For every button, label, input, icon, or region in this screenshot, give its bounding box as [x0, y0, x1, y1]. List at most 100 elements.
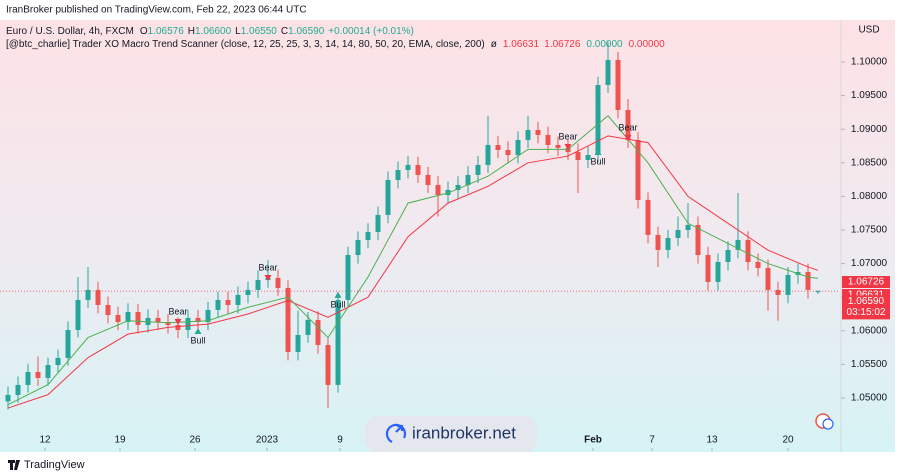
candle-body [545, 134, 551, 145]
price-badge-label: 1.06726 [848, 277, 885, 288]
flag-icon [822, 418, 834, 430]
candle-body [335, 299, 341, 385]
candle-body [515, 139, 521, 156]
indicator-name: [@btc_charlie] Trader XO Macro Trend Sca… [6, 39, 485, 50]
x-tick-label: 26 [189, 435, 201, 446]
candle-body [785, 274, 791, 295]
ohlc-value: 1.06590 [288, 26, 325, 37]
signal-arrow [264, 274, 272, 281]
y-unit: USD [858, 25, 879, 36]
candle-body [585, 155, 591, 160]
trend-line [7, 135, 819, 409]
candle-body [175, 324, 181, 330]
candle-body [15, 384, 21, 395]
ohlc-label: H [188, 26, 195, 37]
countdown: 03:15:02 [847, 307, 886, 318]
candle-body [805, 271, 811, 290]
candle-body [95, 289, 101, 305]
x-tick-label: 9 [337, 435, 343, 446]
change: +0.00014 (+0.01%) [328, 26, 414, 37]
ohlc-value: 1.06550 [241, 26, 278, 37]
x-tick-label: 12 [39, 435, 51, 446]
y-tick-label: 1.07000 [851, 258, 888, 269]
candle-body [225, 299, 231, 305]
candle-body [485, 144, 491, 165]
y-tick-label: 1.05000 [851, 393, 888, 404]
candle-body [55, 357, 61, 365]
candle-body [415, 164, 421, 175]
ohlc-value: 1.06600 [195, 26, 232, 37]
candle-body [475, 164, 481, 175]
candle-body [375, 214, 381, 232]
y-tick-label: 1.07500 [851, 225, 888, 236]
signal-label: Bear [618, 122, 637, 132]
symbol-title: Euro / U.S. Dollar, 4h, FXCM [6, 26, 134, 37]
candle-body [5, 394, 11, 402]
price-badge-label: 1.06590 [848, 296, 885, 307]
candle-body [115, 314, 121, 322]
x-tick-label: 2023 [256, 435, 279, 446]
x-tick-label: 7 [649, 435, 655, 446]
candle-body [325, 344, 331, 385]
y-tick-label: 1.09500 [851, 90, 888, 101]
footer: TradingView [24, 459, 85, 471]
x-tick-label: 20 [782, 435, 794, 446]
y-tick-label: 1.09000 [851, 124, 888, 135]
candle-body [495, 144, 501, 150]
signal-label: Bull [590, 156, 605, 166]
watermark-icon [385, 423, 407, 443]
header-bar [0, 0, 900, 20]
ohlc-label: O [140, 26, 148, 37]
y-tick-label: 1.06000 [851, 325, 888, 336]
candle-body [255, 279, 261, 290]
ohlc-label: L [235, 26, 241, 37]
candle-body [625, 109, 631, 140]
candle-body [185, 317, 191, 330]
candle-body [425, 174, 431, 185]
candle-body [645, 199, 651, 235]
candle-body [35, 371, 41, 378]
y-tick-label: 1.08000 [851, 191, 888, 202]
candle-body [555, 144, 561, 148]
x-tick-label: Feb [584, 435, 602, 446]
candle-body [575, 151, 581, 160]
candle-body [205, 309, 211, 322]
candle-body [615, 59, 621, 110]
candle-body [735, 239, 741, 250]
candle-body [85, 289, 91, 300]
candle-body [75, 299, 81, 330]
candle-body [285, 287, 291, 352]
x-tick-label: 19 [114, 435, 126, 446]
candle-body [305, 319, 311, 335]
candle-body [725, 249, 731, 262]
candle-body [465, 174, 471, 185]
indicator-value: 1.06726 [544, 39, 581, 50]
candle-body [315, 319, 321, 345]
indicator-value: 1.06631 [503, 39, 540, 50]
watermark: iranbroker.net [412, 423, 516, 442]
candle-body [395, 169, 401, 180]
candle-body [215, 299, 221, 310]
y-tick-label: 1.08500 [851, 157, 888, 168]
watermark-box [365, 416, 537, 452]
footer-logo [8, 460, 20, 470]
candle-body [275, 277, 281, 288]
candle-body [195, 317, 201, 322]
candle-body [655, 234, 661, 250]
candle-body [445, 189, 451, 195]
signal-label: Bull [190, 335, 205, 345]
candle-body [695, 224, 701, 255]
candle-body [405, 164, 411, 170]
candle-body [775, 289, 781, 295]
candle-body [65, 329, 71, 358]
candle-body [105, 304, 111, 315]
signal-arrow [334, 291, 342, 298]
signal-arrow [624, 134, 632, 141]
signal-label: Bear [558, 131, 577, 141]
symbol-legend: Euro / U.S. Dollar, 4h, FXCM O1.06576 H1.0… [6, 26, 414, 37]
price-badge [842, 276, 890, 289]
candle-body [355, 239, 361, 255]
indicator-symbol: ø [491, 39, 497, 50]
signal-label: Bear [168, 306, 187, 316]
